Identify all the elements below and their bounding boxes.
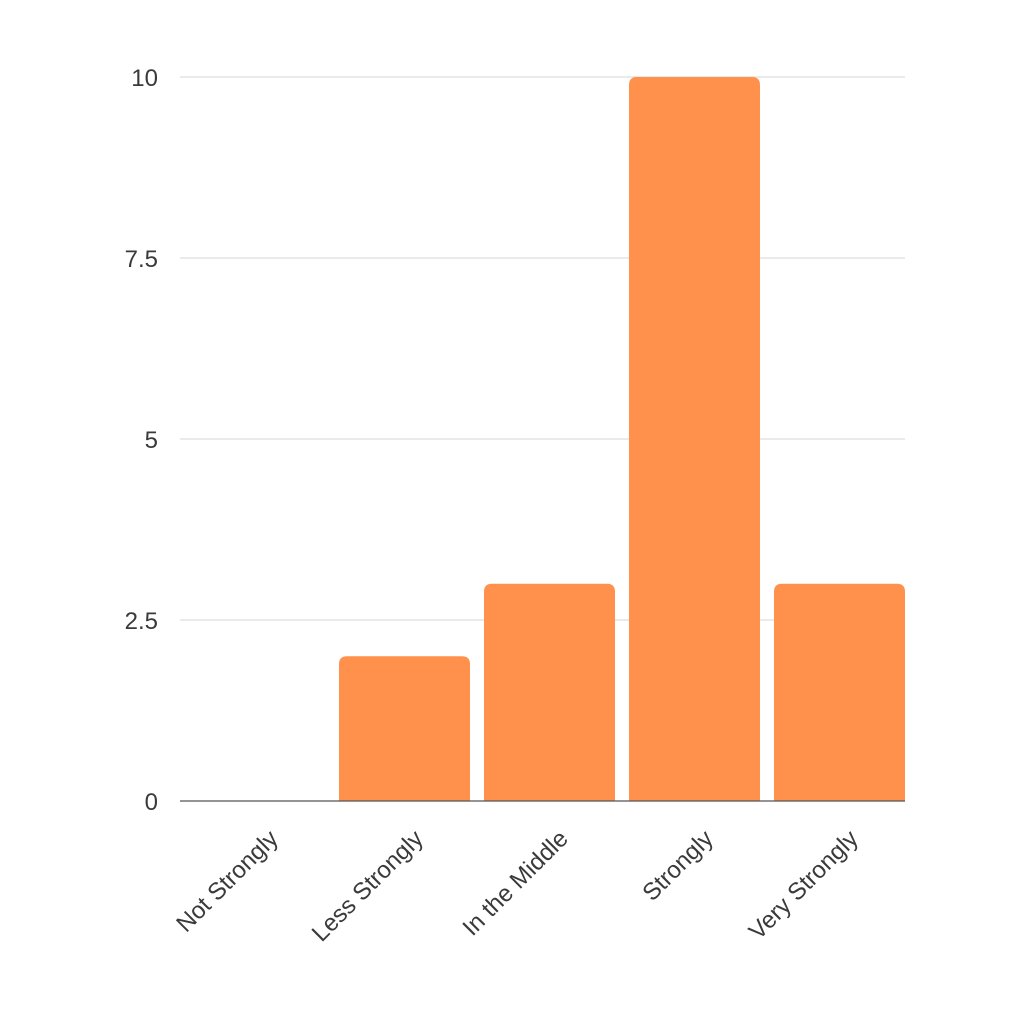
bar-less-strongly bbox=[339, 656, 470, 801]
x-tick-label: In the Middle bbox=[457, 825, 573, 941]
x-axis-labels: Not Strongly Less Strongly In the Middle St… bbox=[171, 825, 863, 947]
gridlines bbox=[180, 76, 905, 621]
bars bbox=[339, 77, 905, 801]
y-tick-label: 0 bbox=[145, 789, 158, 816]
x-tick-label: Strongly bbox=[637, 825, 718, 906]
x-tick-label: Very Strongly bbox=[744, 825, 864, 945]
y-tick-label: 10 bbox=[131, 65, 158, 92]
bar-strongly bbox=[629, 77, 760, 801]
y-tick-label: 2.5 bbox=[125, 608, 158, 635]
x-tick-label: Less Strongly bbox=[307, 825, 429, 947]
y-tick-label: 7.5 bbox=[125, 246, 158, 273]
y-tick-label: 5 bbox=[145, 427, 158, 454]
x-tick-label: Not Strongly bbox=[171, 825, 283, 937]
y-axis-ticks: 0 2.5 5 7.5 10 bbox=[125, 65, 158, 816]
bar-in-the-middle bbox=[484, 583, 615, 801]
bar-very-strongly bbox=[774, 583, 905, 801]
